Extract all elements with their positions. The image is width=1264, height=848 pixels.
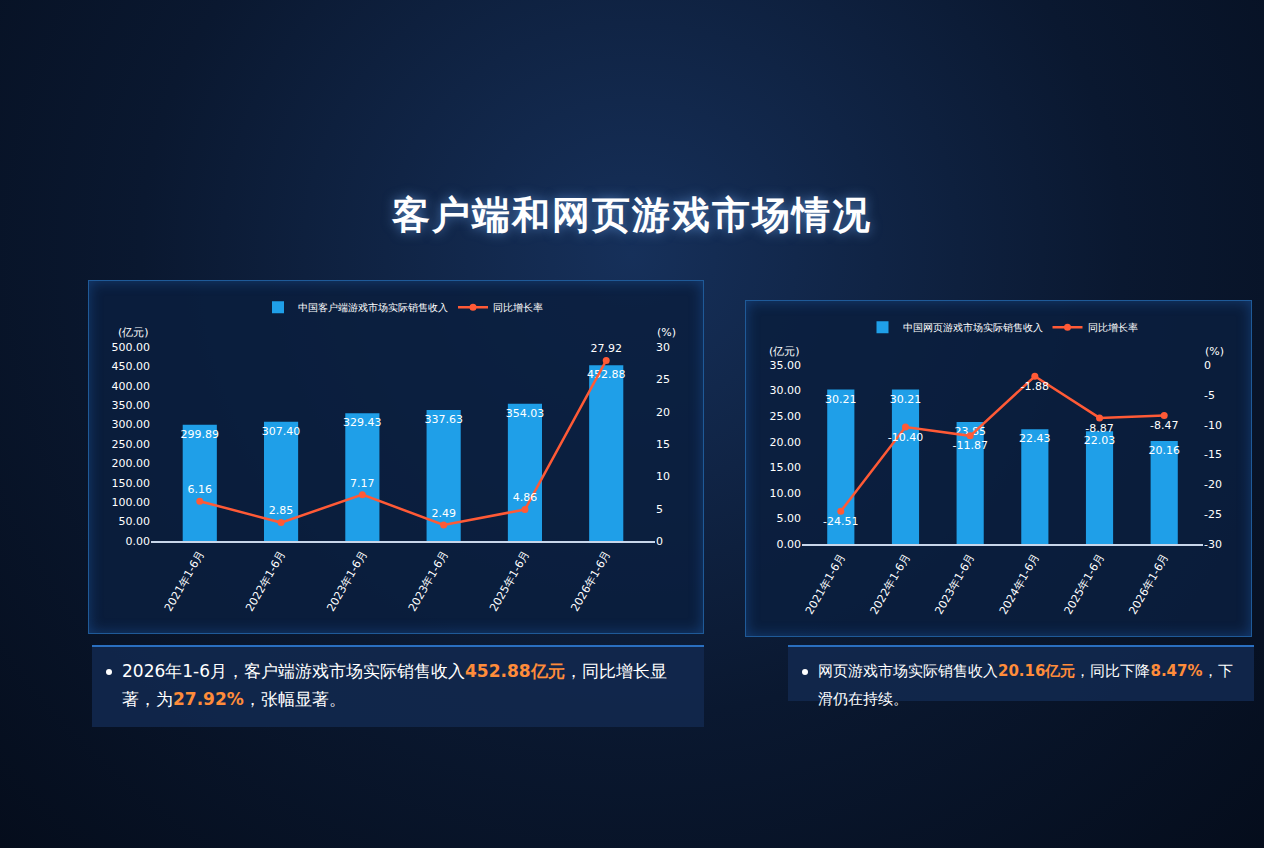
html-text:网页游戏市场实际销售收入20.16亿元，同比下降8.47%，: 网页游戏市场实际销售收入20.16亿元，同比下降8.47%，下滑仍在持续。: [818, 662, 1233, 708]
svg-text:25.00: 25.00: [770, 410, 802, 423]
svg-text:2023年1-6月: 2023年1-6月: [324, 548, 369, 613]
svg-text:20.00: 20.00: [770, 436, 802, 449]
svg-text:452.88: 452.88: [587, 368, 626, 381]
svg-text:329.43: 329.43: [343, 416, 382, 429]
svg-text:20: 20: [656, 406, 670, 419]
svg-text:-10: -10: [1204, 419, 1222, 432]
svg-text:5.00: 5.00: [777, 512, 802, 525]
svg-text:20.16: 20.16: [1148, 444, 1180, 457]
svg-text:15.00: 15.00: [770, 461, 802, 474]
svg-text:2025年1-6月: 2025年1-6月: [487, 548, 532, 613]
svg-text:-30: -30: [1204, 538, 1222, 551]
svg-text:100.00: 100.00: [112, 496, 151, 509]
svg-text:2026年1-6月: 2026年1-6月: [1126, 551, 1171, 616]
svg-text:(%): (%): [1205, 345, 1224, 358]
svg-text:-8.47: -8.47: [1150, 419, 1178, 432]
svg-text:354.03: 354.03: [506, 407, 545, 420]
svg-text:-15: -15: [1204, 448, 1222, 461]
svg-text:10.00: 10.00: [770, 487, 802, 500]
svg-text:-1.88: -1.88: [1021, 380, 1049, 393]
svg-text:-5: -5: [1204, 389, 1215, 402]
svg-text:22.03: 22.03: [1084, 434, 1116, 447]
svg-text:-24.51: -24.51: [823, 515, 858, 528]
svg-text:22.43: 22.43: [1019, 432, 1051, 445]
svg-text:同比增长率: 同比增长率: [1088, 322, 1138, 333]
svg-text:2025年1-6月: 2025年1-6月: [1062, 551, 1107, 616]
svg-text:25: 25: [656, 373, 670, 386]
svg-text:4.86: 4.86: [513, 491, 538, 504]
svg-text:2022年1-6月: 2022年1-6月: [868, 551, 913, 616]
html-text:客户端和网页游戏市场情况: 客户端和网页游戏市场情况: [392, 193, 872, 237]
svg-text:同比增长率: 同比增长率: [493, 302, 543, 313]
svg-text:0: 0: [656, 535, 663, 548]
svg-text:5: 5: [656, 503, 663, 516]
svg-text:27.92: 27.92: [590, 342, 622, 355]
svg-text:15: 15: [656, 438, 670, 451]
svg-text:(亿元): (亿元): [118, 326, 149, 339]
svg-text:2.49: 2.49: [431, 507, 456, 520]
svg-text:中国客户端游戏市场实际销售收入: 中国客户端游戏市场实际销售收入: [298, 302, 448, 313]
svg-text:150.00: 150.00: [112, 477, 151, 490]
svg-text:2.85: 2.85: [269, 504, 294, 517]
svg-text:2026年1-6月: 2026年1-6月: [568, 548, 613, 613]
svg-text:0: 0: [1204, 359, 1211, 372]
svg-text:30: 30: [656, 341, 670, 354]
svg-text:-20: -20: [1204, 478, 1222, 491]
svg-text:(%): (%): [657, 326, 676, 339]
svg-text:-10.40: -10.40: [888, 431, 923, 444]
svg-text:30.00: 30.00: [770, 384, 802, 397]
svg-text:30.21: 30.21: [825, 393, 857, 406]
svg-text:7.17: 7.17: [350, 477, 375, 490]
svg-text:-8.87: -8.87: [1085, 422, 1113, 435]
svg-text:50.00: 50.00: [119, 515, 151, 528]
svg-text:450.00: 450.00: [112, 360, 151, 373]
svg-text:299.89: 299.89: [181, 428, 220, 441]
svg-text:-11.87: -11.87: [952, 439, 987, 452]
svg-text:250.00: 250.00: [112, 438, 151, 451]
svg-text:2024年1-6月: 2024年1-6月: [997, 551, 1042, 616]
svg-text:350.00: 350.00: [112, 399, 151, 412]
svg-text:400.00: 400.00: [112, 380, 151, 393]
svg-text:300.00: 300.00: [112, 418, 151, 431]
svg-text:2023年1-6月: 2023年1-6月: [406, 548, 451, 613]
svg-text:(亿元): (亿元): [769, 345, 800, 358]
svg-text:0.00: 0.00: [126, 535, 151, 548]
svg-text:中国网页游戏市场实际销售收入: 中国网页游戏市场实际销售收入: [903, 322, 1043, 333]
svg-text:23.85: 23.85: [954, 425, 986, 438]
svg-text:35.00: 35.00: [770, 359, 802, 372]
svg-text:200.00: 200.00: [112, 457, 151, 470]
svg-text:307.40: 307.40: [262, 425, 301, 438]
svg-text:337.63: 337.63: [424, 413, 463, 426]
svg-text:500.00: 500.00: [112, 341, 151, 354]
svg-text:2023年1-6月: 2023年1-6月: [932, 551, 977, 616]
svg-text:2021年1-6月: 2021年1-6月: [162, 548, 207, 613]
svg-text:6.16: 6.16: [188, 483, 213, 496]
svg-text:0.00: 0.00: [777, 538, 802, 551]
svg-text:-25: -25: [1204, 508, 1222, 521]
html-text:2026年1-6月，客户端游戏市场实际销售收入452.88亿: 2026年1-6月，客户端游戏市场实际销售收入452.88亿元，同比增长显著，为…: [122, 661, 667, 709]
svg-text:10: 10: [656, 470, 670, 483]
svg-text:2021年1-6月: 2021年1-6月: [803, 551, 848, 616]
svg-text:30.21: 30.21: [890, 393, 922, 406]
svg-text:2022年1-6月: 2022年1-6月: [243, 548, 288, 613]
